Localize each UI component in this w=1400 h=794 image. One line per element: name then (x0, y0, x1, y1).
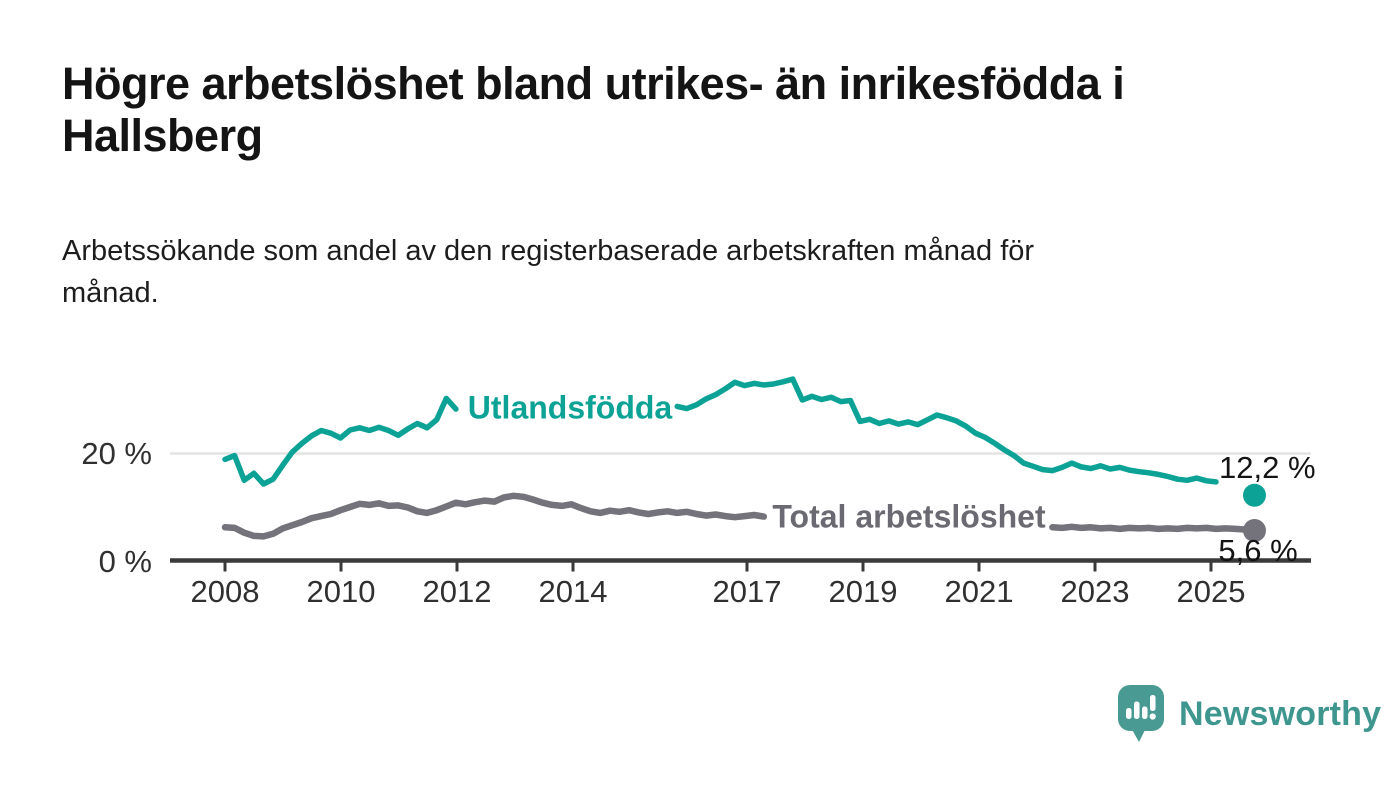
x-axis-label-2014: 2014 (538, 574, 608, 609)
newsworthy-logo-text: Newsworthy (1179, 694, 1382, 733)
x-axis-label-2023: 2023 (1060, 574, 1130, 609)
series-label-utlandsfodda: Utlandsfödda (467, 389, 673, 426)
end-value-label-utlandsfodda: 12,2 % (1219, 450, 1316, 485)
x-axis-label-2025: 2025 (1176, 574, 1246, 609)
x-axis-label-2019: 2019 (828, 574, 898, 609)
end-dot-total-arbetsloshet (1243, 519, 1266, 543)
x-axis-label-2010: 2010 (306, 574, 376, 609)
y-axis-label-20: 20 % (81, 436, 152, 471)
end-dot-utlandsfodda (1243, 483, 1266, 507)
end-value-label-total: 5,6 % (1218, 533, 1298, 568)
bar-chart-speech-bubble-icon (1118, 685, 1164, 742)
x-axis-label-2017: 2017 (712, 574, 782, 609)
x-axis-label-2008: 2008 (190, 574, 260, 609)
series-line-total-arbetsloshet-seg0 (221, 492, 768, 540)
series-line-total-arbetsloshet-seg1 (1049, 523, 1258, 534)
x-axis-label-2021: 2021 (944, 574, 1014, 609)
page-title: Högre arbetslöshet bland utrikes- än inr… (62, 58, 1125, 162)
series-line-utlandsfodda-seg0 (222, 395, 459, 487)
chart-subtitle: Arbetssökande som andel av den registerb… (62, 235, 1035, 310)
series-label-total-arbetsloshet: Total arbetslöshet (772, 498, 1046, 535)
series-line-utlandsfodda-seg1 (674, 376, 1219, 485)
y-axis-label-0: 0 % (98, 544, 152, 579)
newsworthy-logo: Newsworthy (1117, 684, 1381, 744)
x-axis-label-2012: 2012 (422, 574, 492, 609)
